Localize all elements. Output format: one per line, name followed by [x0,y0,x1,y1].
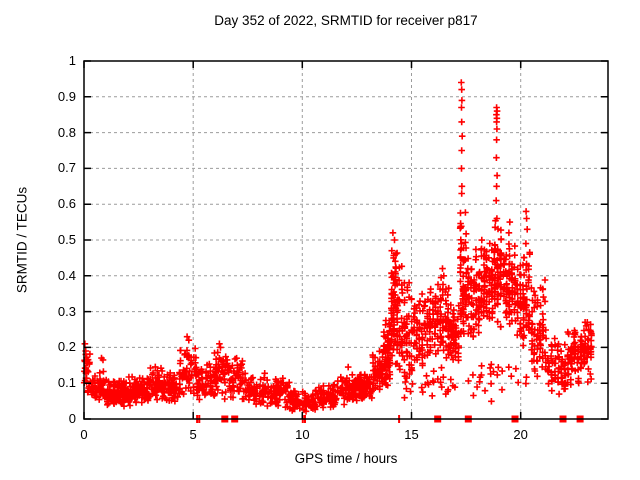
plot-border [83,60,609,420]
y-tick-label: 0.2 [57,339,76,355]
y-tick-label: 0.4 [57,267,76,283]
y-tick-label: 0.7 [57,160,76,176]
scatter-points [80,79,595,415]
x-tick-label: 10 [295,427,310,442]
y-tick-label: 0.5 [57,232,76,247]
y-tick-label: 0.6 [57,196,76,212]
y-tick-label: 0.9 [57,88,76,104]
y-tick-label: 0.3 [57,303,76,319]
grid-lines [84,61,608,419]
x-tick-label: 0 [80,427,88,442]
x-tick-label: 20 [513,427,528,442]
y-tick-label: 0.1 [57,375,76,391]
x-tick-label: 5 [189,427,197,442]
y-tick-label: 1 [68,53,76,68]
x-tick-label: 15 [404,427,419,442]
x-axis-label: GPS time / hours [294,451,398,466]
y-tick-label: 0 [68,411,76,426]
y-tick-label: 0.8 [57,124,76,140]
chart-title: Day 352 of 2022, SRMTID for receiver p81… [214,13,478,28]
